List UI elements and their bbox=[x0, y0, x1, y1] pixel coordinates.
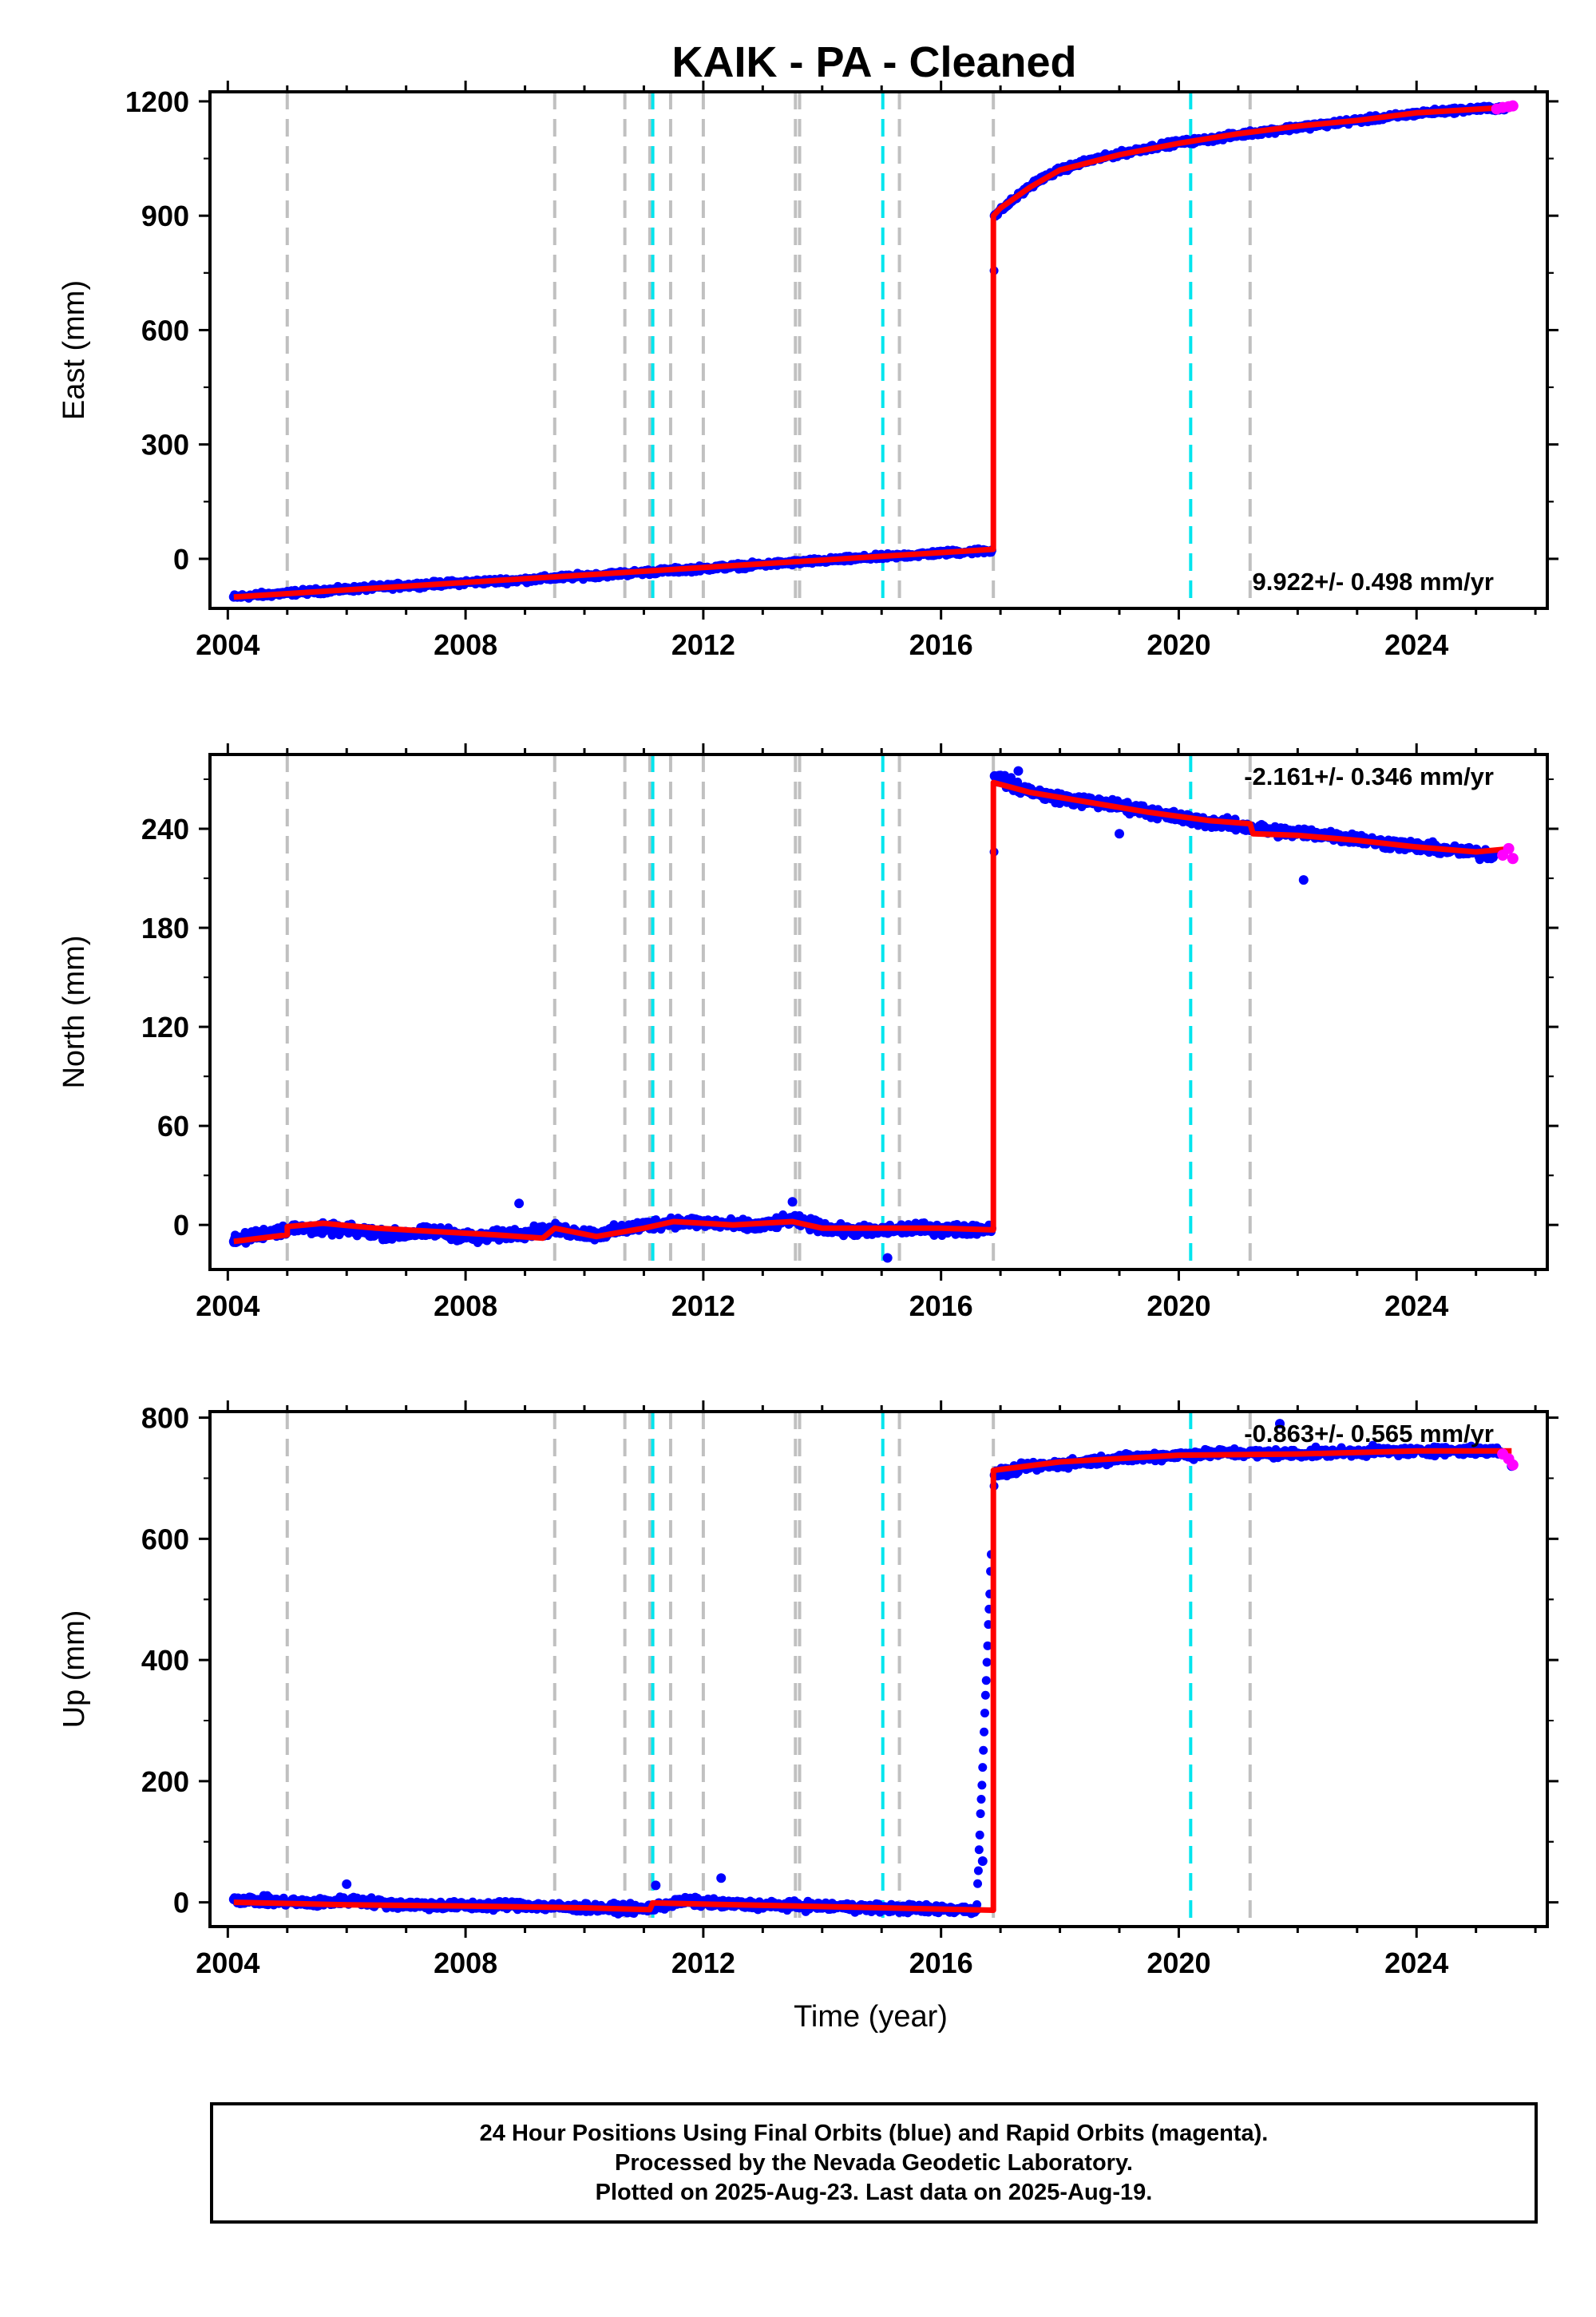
y-axis-label: North (mm) bbox=[57, 935, 91, 1088]
final-orbit-point bbox=[984, 1620, 993, 1630]
velocity-label: -2.161+/- 0.346 mm/yr bbox=[1244, 762, 1494, 790]
panel-east: 2004 2008 2012 2016 2020 2024 0 300 600 900 1200 Ea… bbox=[57, 81, 1558, 661]
panel-north: 2004 2008 2012 2016 2020 2024 0 60 120 180 240 Nort… bbox=[57, 743, 1558, 1322]
final-orbit-point bbox=[978, 1763, 988, 1772]
x-tick-label: 2020 bbox=[1147, 1289, 1210, 1322]
model-trend-line bbox=[233, 104, 1512, 600]
y-tick-label: 60 bbox=[157, 1110, 189, 1143]
outlier-point bbox=[1115, 829, 1124, 839]
x-tick-label: 2008 bbox=[434, 1289, 497, 1322]
y-tick-label: 120 bbox=[141, 1011, 189, 1044]
final-orbit-point bbox=[980, 1709, 989, 1718]
plot-area bbox=[228, 1412, 1519, 1927]
plot-area bbox=[228, 92, 1519, 608]
y-tick-label: 240 bbox=[141, 813, 189, 846]
velocity-label: 9.922+/- 0.498 mm/yr bbox=[1253, 568, 1494, 596]
final-orbit-point bbox=[976, 1809, 985, 1819]
y-tick-label: 900 bbox=[141, 200, 189, 232]
outlier-point bbox=[1298, 875, 1309, 885]
plot-area bbox=[228, 755, 1519, 1269]
chart-title: KAIK - PA - Cleaned bbox=[671, 38, 1076, 86]
y-tick-label: 180 bbox=[141, 912, 189, 945]
x-tick-label: 2012 bbox=[671, 1289, 735, 1322]
x-tick-label: 2020 bbox=[1147, 628, 1210, 661]
outlier-point bbox=[514, 1198, 525, 1209]
final-orbit-point bbox=[980, 1727, 989, 1737]
x-tick-label: 2016 bbox=[909, 1289, 973, 1322]
x-tick-label: 2016 bbox=[909, 628, 973, 661]
plot-frame bbox=[208, 90, 1549, 610]
outlier-point bbox=[882, 1253, 893, 1263]
y-tick-label: 300 bbox=[141, 429, 189, 461]
final-orbit-point bbox=[989, 770, 1000, 781]
final-orbit-point bbox=[983, 1641, 992, 1650]
rapid-orbit-point bbox=[1507, 100, 1519, 112]
y-tick-label: 0 bbox=[173, 543, 189, 576]
final-orbit-point bbox=[979, 1745, 988, 1755]
final-orbit-point bbox=[974, 1845, 984, 1855]
final-orbit-point bbox=[980, 1690, 990, 1700]
final-orbit-point bbox=[973, 1879, 983, 1888]
final-orbit-point bbox=[975, 1830, 984, 1840]
panel-up: 2004 2008 2012 2016 2020 20240200400600800Up … bbox=[57, 1400, 1558, 2034]
y-tick-label: 1200 bbox=[125, 85, 189, 118]
final-orbit-point bbox=[981, 1676, 991, 1685]
outlier-point bbox=[787, 1197, 798, 1207]
final-orbit-point bbox=[977, 1780, 987, 1790]
final-orbit-point bbox=[973, 1866, 983, 1875]
x-tick-label: 2004 bbox=[196, 628, 259, 661]
final-orbit-point bbox=[982, 1658, 992, 1667]
outlier-point bbox=[1013, 766, 1024, 776]
y-axis-label: East (mm) bbox=[57, 280, 91, 420]
x-tick-label: 2024 bbox=[1384, 628, 1448, 661]
x-tick-label: 2024 bbox=[1384, 1289, 1448, 1322]
rapid-orbit-point bbox=[1503, 842, 1515, 854]
model-trend-line bbox=[233, 779, 1512, 1245]
x-tick-label: 2004 bbox=[196, 1289, 259, 1322]
final-orbit-point bbox=[976, 1794, 986, 1804]
y-tick-label: 600 bbox=[141, 314, 189, 347]
plot-frame bbox=[208, 753, 1549, 1271]
final-orbit-point bbox=[389, 1230, 399, 1240]
x-tick-label: 2012 bbox=[671, 628, 735, 661]
y-tick-label: 0 bbox=[173, 1209, 189, 1242]
rapid-orbit-point bbox=[1507, 853, 1519, 865]
x-tick-label: 2008 bbox=[434, 628, 497, 661]
